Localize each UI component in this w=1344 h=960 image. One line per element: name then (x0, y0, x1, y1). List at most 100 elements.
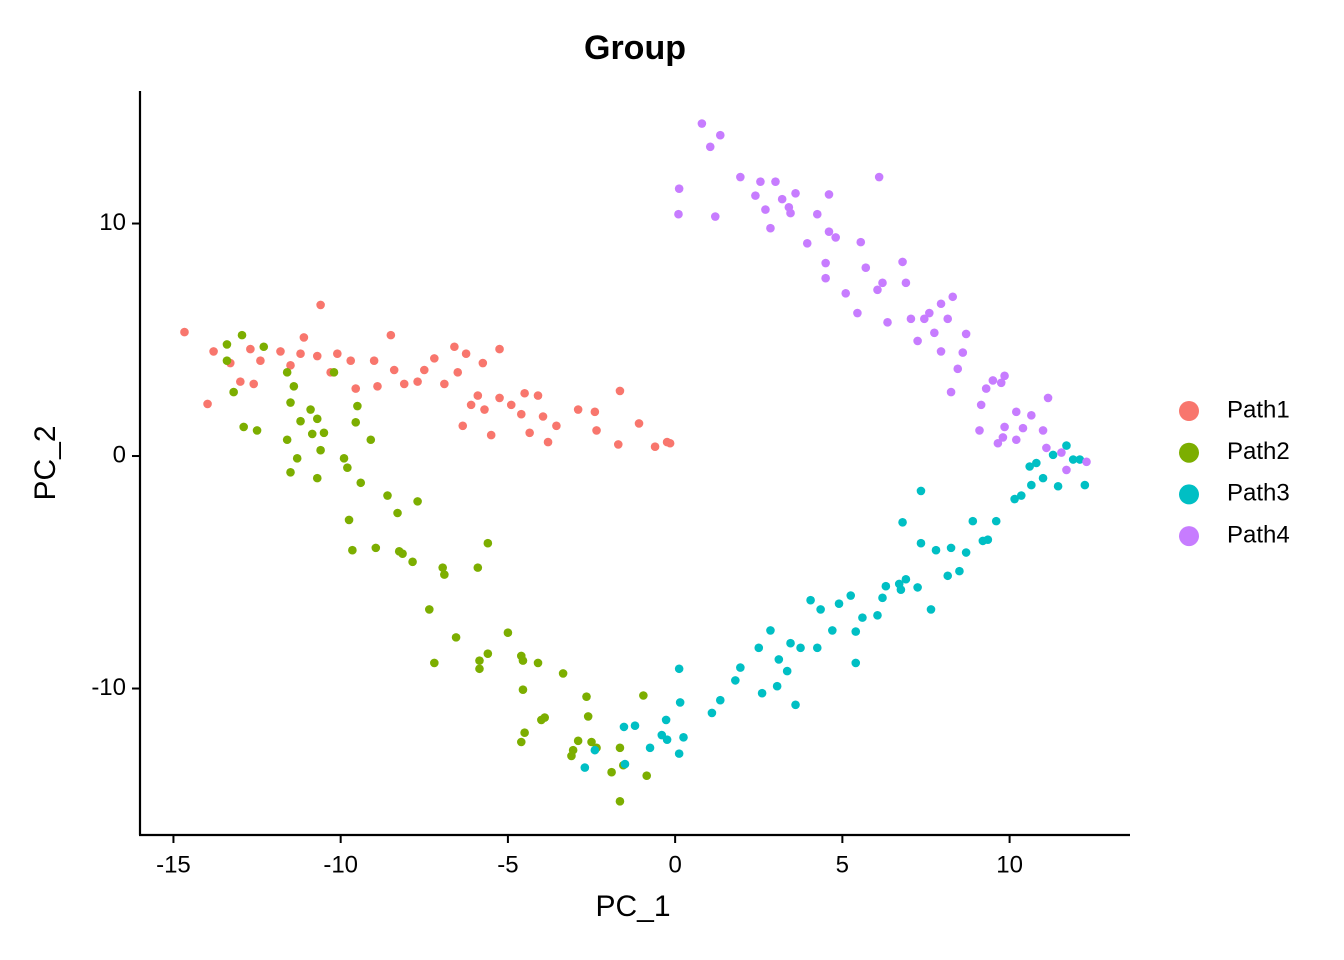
point (351, 384, 361, 393)
point (988, 376, 998, 385)
point (926, 605, 936, 614)
point (343, 463, 352, 472)
point (1062, 441, 1071, 450)
point (846, 591, 856, 600)
point (475, 656, 484, 665)
point (389, 365, 399, 375)
point (1027, 480, 1036, 490)
point (473, 563, 483, 572)
point (707, 708, 717, 718)
legend-swatch (1179, 442, 1199, 463)
point (948, 292, 958, 302)
point (296, 349, 305, 359)
point (316, 300, 325, 310)
point (613, 440, 623, 449)
point (1010, 494, 1019, 504)
point (573, 736, 583, 746)
point (771, 177, 780, 186)
point (816, 605, 825, 614)
point (642, 771, 652, 781)
point (252, 426, 262, 435)
point (705, 142, 715, 152)
point (237, 330, 247, 340)
point (419, 365, 429, 375)
point (451, 633, 461, 642)
point (478, 358, 488, 368)
point (356, 478, 366, 488)
point (475, 664, 484, 674)
point (936, 347, 946, 356)
point (516, 409, 526, 419)
point (841, 288, 851, 298)
point (483, 649, 493, 658)
point (339, 454, 349, 463)
point (821, 273, 830, 283)
point (580, 763, 590, 772)
point (483, 538, 493, 548)
point (289, 381, 299, 391)
point (393, 508, 402, 518)
y-tick-label: 10 (99, 209, 126, 236)
point (425, 605, 434, 614)
point (620, 759, 630, 769)
point (329, 368, 339, 377)
point (180, 327, 189, 337)
point (282, 435, 292, 445)
point (438, 563, 447, 572)
point (930, 328, 939, 338)
point (1068, 455, 1078, 464)
point (1011, 407, 1021, 417)
point (802, 238, 812, 248)
point (333, 349, 342, 359)
point (386, 330, 396, 340)
point (506, 400, 516, 410)
point (736, 172, 745, 182)
point (461, 349, 471, 359)
point (413, 497, 422, 506)
legend-swatch (1179, 484, 1199, 505)
point (1017, 491, 1026, 500)
y-tick-label: 0 (113, 441, 126, 468)
point (619, 722, 629, 732)
legend-swatch (1179, 526, 1199, 547)
legend-label: Path2 (1227, 438, 1290, 465)
point (473, 391, 483, 400)
point (236, 377, 245, 386)
point (812, 643, 822, 653)
point (495, 344, 504, 354)
point (307, 429, 317, 439)
point (369, 356, 379, 366)
point (1062, 465, 1071, 475)
point (774, 655, 784, 664)
point (503, 628, 513, 638)
point (931, 545, 941, 555)
point (246, 344, 255, 354)
point (784, 202, 794, 212)
point (259, 342, 269, 352)
point (249, 379, 259, 389)
point (751, 191, 760, 200)
point (630, 721, 640, 731)
point (715, 130, 725, 140)
point (675, 698, 685, 707)
point (440, 379, 449, 389)
point (662, 735, 672, 744)
point (296, 416, 305, 426)
point (282, 368, 292, 377)
point (458, 421, 468, 431)
point (645, 743, 655, 753)
legend-label: Path3 (1227, 480, 1290, 507)
point (851, 627, 861, 636)
point (516, 737, 526, 747)
point (791, 700, 800, 710)
point (538, 412, 548, 421)
point (925, 308, 934, 318)
point (824, 190, 834, 199)
point (286, 398, 295, 407)
point (975, 426, 984, 435)
point (615, 386, 625, 396)
point (209, 347, 218, 356)
point (674, 184, 684, 193)
point (222, 340, 232, 349)
